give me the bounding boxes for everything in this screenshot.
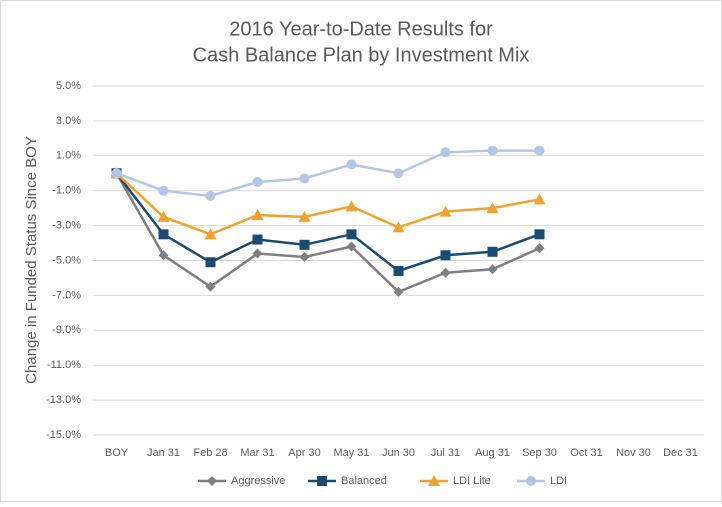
- data-point: [487, 145, 498, 156]
- y-tick-label: 3.0%: [56, 115, 81, 127]
- x-tick-label: Apr 30: [288, 447, 320, 459]
- data-point: [393, 286, 404, 297]
- data-point: [252, 234, 263, 245]
- data-point: [440, 267, 451, 278]
- series-line: [115, 172, 541, 294]
- x-tick-label: May 31: [333, 447, 369, 459]
- legend-marker: [207, 476, 217, 486]
- chart-title: 2016 Year-to-Date Results for: [229, 18, 493, 40]
- data-point: [534, 145, 545, 156]
- data-point: [204, 228, 217, 240]
- x-tick-label: Oct 31: [570, 447, 602, 459]
- data-point: [392, 221, 405, 233]
- x-tick-label: Jul 31: [431, 447, 460, 459]
- x-tick-label: Jun 30: [382, 447, 415, 459]
- data-point: [158, 229, 169, 240]
- data-point: [299, 173, 310, 184]
- y-tick-label: 5.0%: [56, 80, 81, 92]
- y-tick-label: -13.0%: [46, 394, 81, 406]
- data-point: [299, 252, 310, 263]
- data-point: [393, 168, 404, 179]
- x-tick-label: Feb 28: [193, 447, 227, 459]
- data-point: [205, 190, 216, 201]
- x-tick-label: Jan 31: [147, 447, 180, 459]
- legend-marker: [317, 476, 327, 486]
- y-tick-label: -7.0%: [52, 289, 81, 301]
- data-point: [486, 202, 499, 214]
- data-point: [487, 264, 498, 275]
- data-point: [252, 248, 263, 259]
- data-point: [534, 243, 545, 254]
- data-point: [346, 241, 357, 252]
- data-point: [205, 281, 216, 292]
- legend-label: LDI: [550, 475, 567, 487]
- y-tick-label: -11.0%: [47, 359, 81, 371]
- x-tick-label: Nov 30: [616, 447, 651, 459]
- y-tick-label: -3.0%: [52, 220, 81, 232]
- x-tick-label: BOY: [105, 447, 129, 459]
- legend-label: Aggressive: [231, 475, 285, 487]
- data-point: [346, 159, 357, 170]
- data-point: [439, 205, 452, 217]
- x-tick-label: Mar 31: [240, 447, 274, 459]
- x-tick-label: Dec 31: [663, 447, 698, 459]
- data-point: [251, 209, 264, 221]
- y-tick-label: -1.0%: [52, 185, 81, 197]
- y-axis-label: Change in Funded Status Since BOY: [23, 136, 40, 384]
- legend-marker: [428, 475, 440, 486]
- data-point: [393, 265, 404, 276]
- data-point: [298, 210, 311, 222]
- legend-marker: [526, 476, 536, 486]
- data-point: [346, 229, 357, 240]
- data-point: [157, 210, 170, 222]
- x-tick-label: Sep 30: [522, 447, 557, 459]
- legend-label: LDI Lite: [453, 475, 491, 487]
- chart-title: Cash Balance Plan by Investment Mix: [193, 44, 530, 66]
- data-point: [440, 250, 451, 261]
- y-tick-label: -9.0%: [52, 324, 81, 336]
- legend-label: Balanced: [341, 475, 387, 487]
- data-point: [440, 147, 451, 158]
- data-point: [534, 229, 545, 240]
- y-tick-label: -5.0%: [52, 254, 81, 266]
- series-line: [115, 172, 540, 273]
- y-tick-label: 1.0%: [56, 150, 81, 162]
- x-tick-label: Aug 31: [475, 447, 510, 459]
- y-tick-label: -15.0%: [46, 429, 81, 441]
- data-point: [158, 250, 169, 261]
- data-point: [533, 193, 546, 205]
- series-line: [115, 172, 540, 236]
- data-point: [205, 257, 216, 268]
- data-point: [158, 185, 169, 196]
- series-line: [116, 149, 540, 198]
- data-point: [252, 176, 263, 187]
- data-point: [487, 246, 498, 257]
- data-point: [111, 168, 122, 179]
- data-point: [345, 200, 358, 212]
- data-point: [299, 239, 310, 250]
